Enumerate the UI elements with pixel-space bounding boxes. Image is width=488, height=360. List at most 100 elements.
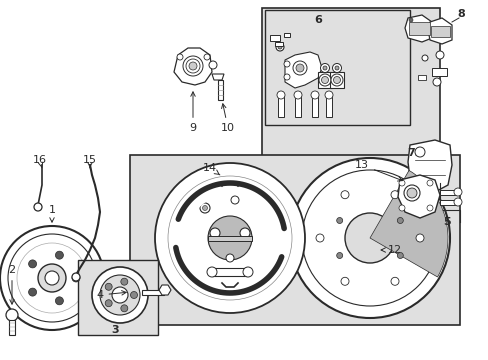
Circle shape <box>276 91 285 99</box>
Bar <box>274 42 283 46</box>
Circle shape <box>426 180 432 186</box>
Circle shape <box>403 185 419 201</box>
Circle shape <box>406 188 416 198</box>
Bar <box>207 236 251 241</box>
Text: 9: 9 <box>189 92 196 133</box>
Circle shape <box>92 267 148 323</box>
Bar <box>262 8 439 183</box>
Circle shape <box>414 177 424 187</box>
Circle shape <box>38 264 66 292</box>
Bar <box>264 10 409 125</box>
Circle shape <box>0 226 104 330</box>
Text: 14: 14 <box>203 163 220 175</box>
Circle shape <box>323 66 326 70</box>
Circle shape <box>292 61 306 75</box>
Circle shape <box>415 234 423 242</box>
Text: 1: 1 <box>48 205 55 222</box>
Circle shape <box>345 213 394 263</box>
Circle shape <box>209 228 220 238</box>
Circle shape <box>121 278 127 285</box>
Text: 2: 2 <box>8 265 16 304</box>
Circle shape <box>121 305 127 312</box>
Wedge shape <box>369 170 447 277</box>
Circle shape <box>426 205 432 211</box>
Bar <box>417 75 425 80</box>
Circle shape <box>72 274 80 282</box>
Circle shape <box>45 271 59 285</box>
Circle shape <box>408 18 412 22</box>
Circle shape <box>243 267 252 277</box>
Circle shape <box>325 91 332 99</box>
Polygon shape <box>427 18 451 44</box>
Circle shape <box>72 273 80 281</box>
Bar <box>317 72 331 88</box>
Circle shape <box>203 54 209 60</box>
Text: 4: 4 <box>96 290 126 300</box>
Circle shape <box>310 91 318 99</box>
Circle shape <box>105 283 112 290</box>
Text: 7: 7 <box>407 148 414 158</box>
Circle shape <box>278 45 282 49</box>
Circle shape <box>155 163 305 313</box>
Circle shape <box>321 77 328 84</box>
Circle shape <box>168 176 291 300</box>
Bar <box>278 95 284 117</box>
Circle shape <box>453 198 461 206</box>
Bar <box>269 35 280 41</box>
Bar <box>294 95 301 117</box>
Text: 15: 15 <box>83 155 97 168</box>
Text: 13: 13 <box>354 160 402 181</box>
Text: 6: 6 <box>313 15 321 25</box>
Bar <box>130 155 459 325</box>
Polygon shape <box>404 15 431 42</box>
Text: 16: 16 <box>33 155 47 168</box>
Circle shape <box>336 252 342 258</box>
Circle shape <box>6 309 18 321</box>
Circle shape <box>200 203 209 213</box>
Circle shape <box>100 275 140 315</box>
Bar <box>311 95 317 117</box>
Bar <box>325 95 331 117</box>
Circle shape <box>320 63 329 72</box>
Circle shape <box>318 74 330 86</box>
Bar <box>142 290 163 295</box>
Circle shape <box>17 243 87 313</box>
Circle shape <box>55 251 63 259</box>
Circle shape <box>414 147 424 157</box>
Circle shape <box>206 267 217 277</box>
Circle shape <box>432 78 440 86</box>
Circle shape <box>34 203 42 211</box>
Circle shape <box>183 56 203 76</box>
Circle shape <box>225 254 234 262</box>
Bar <box>439 190 457 195</box>
Circle shape <box>289 158 449 318</box>
Text: 10: 10 <box>221 104 235 133</box>
Circle shape <box>284 61 289 67</box>
Circle shape <box>130 292 137 298</box>
Circle shape <box>230 196 239 204</box>
Circle shape <box>28 260 37 268</box>
Circle shape <box>240 228 249 238</box>
Bar <box>212 268 247 276</box>
Circle shape <box>340 191 348 199</box>
Circle shape <box>202 206 207 211</box>
Text: 3: 3 <box>111 325 119 335</box>
Circle shape <box>185 59 200 73</box>
Text: 8: 8 <box>456 9 464 19</box>
Circle shape <box>396 252 403 258</box>
Circle shape <box>390 191 398 199</box>
Circle shape <box>302 170 437 306</box>
Bar <box>329 72 343 88</box>
Bar <box>408 22 429 35</box>
Circle shape <box>293 91 302 99</box>
Circle shape <box>105 300 112 307</box>
Polygon shape <box>397 175 439 218</box>
Circle shape <box>112 287 128 303</box>
Circle shape <box>284 74 289 80</box>
Circle shape <box>208 61 217 69</box>
Circle shape <box>189 62 197 70</box>
Bar <box>431 68 446 76</box>
Circle shape <box>332 63 341 72</box>
Circle shape <box>398 180 404 186</box>
Circle shape <box>453 188 461 196</box>
